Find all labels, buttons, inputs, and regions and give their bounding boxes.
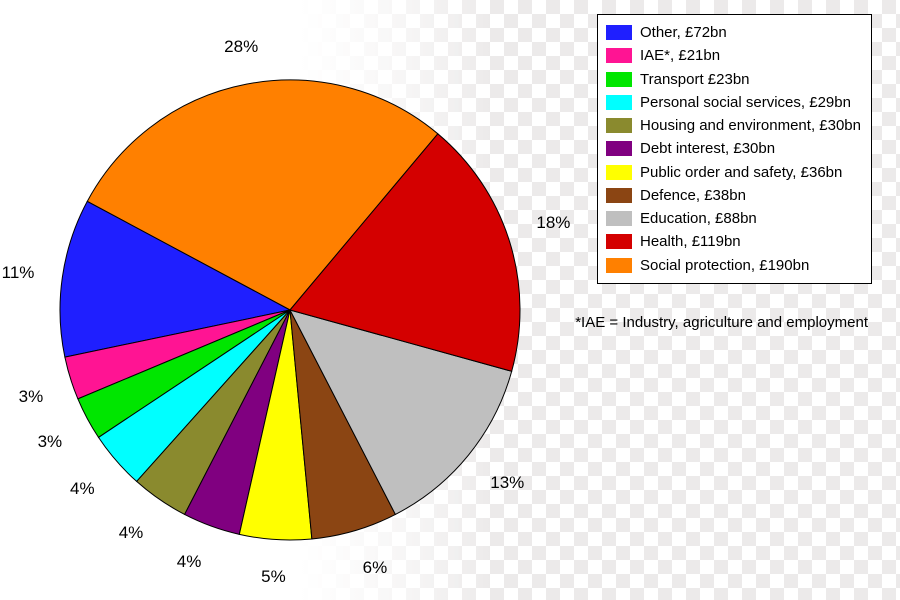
legend-label: Housing and environment, £30bn — [640, 114, 861, 137]
legend-item-0: Other, £72bn — [606, 21, 861, 44]
pct-label-health: 18% — [536, 213, 570, 233]
legend-label: Personal social services, £29bn — [640, 91, 851, 114]
legend-item-9: Health, £119bn — [606, 230, 861, 253]
legend-label: Public order and safety, £36bn — [640, 161, 842, 184]
legend-swatch — [606, 141, 632, 156]
legend-item-2: Transport £23bn — [606, 68, 861, 91]
pct-label-transport: 3% — [38, 432, 63, 452]
legend-swatch — [606, 25, 632, 40]
pct-label-public_order_safety: 5% — [261, 567, 286, 587]
pct-label-social_protection: 28% — [224, 37, 258, 57]
legend-item-6: Public order and safety, £36bn — [606, 161, 861, 184]
pct-label-housing_environment: 4% — [119, 523, 144, 543]
pie-svg — [30, 20, 550, 580]
legend-swatch — [606, 118, 632, 133]
legend-item-3: Personal social services, £29bn — [606, 91, 861, 114]
footnote: *IAE = Industry, agriculture and employm… — [575, 314, 868, 331]
legend-swatch — [606, 48, 632, 63]
legend: Other, £72bnIAE*, £21bnTransport £23bnPe… — [597, 14, 872, 284]
legend-swatch — [606, 188, 632, 203]
legend-item-4: Housing and environment, £30bn — [606, 114, 861, 137]
legend-swatch — [606, 211, 632, 226]
pct-label-iae: 3% — [19, 387, 44, 407]
legend-label: IAE*, £21bn — [640, 44, 720, 67]
legend-swatch — [606, 165, 632, 180]
legend-swatch — [606, 234, 632, 249]
legend-swatch — [606, 258, 632, 273]
legend-item-10: Social protection, £190bn — [606, 254, 861, 277]
legend-item-1: IAE*, £21bn — [606, 44, 861, 67]
legend-item-8: Education, £88bn — [606, 207, 861, 230]
legend-label: Other, £72bn — [640, 21, 727, 44]
pct-label-education: 13% — [490, 473, 524, 493]
legend-label: Education, £88bn — [640, 207, 757, 230]
legend-label: Health, £119bn — [640, 230, 741, 253]
legend-label: Debt interest, £30bn — [640, 137, 775, 160]
legend-item-5: Debt interest, £30bn — [606, 137, 861, 160]
legend-label: Defence, £38bn — [640, 184, 746, 207]
legend-item-7: Defence, £38bn — [606, 184, 861, 207]
legend-swatch — [606, 95, 632, 110]
pct-label-debt_interest: 4% — [177, 552, 202, 572]
pie-chart: 28%11%3%3%4%4%4%5%6%13%18% — [30, 20, 550, 580]
pct-label-personal_social_services: 4% — [70, 479, 95, 499]
legend-swatch — [606, 72, 632, 87]
legend-label: Social protection, £190bn — [640, 254, 809, 277]
chart-stage: 28% 11% 3% 3% 4% 4% 4% 5% 6% 13% 18% Other, £72bnI… — [0, 0, 900, 600]
pct-label-defence: 6% — [363, 558, 388, 578]
legend-label: Transport £23bn — [640, 68, 750, 91]
pct-label-other: 11% — [2, 263, 35, 283]
